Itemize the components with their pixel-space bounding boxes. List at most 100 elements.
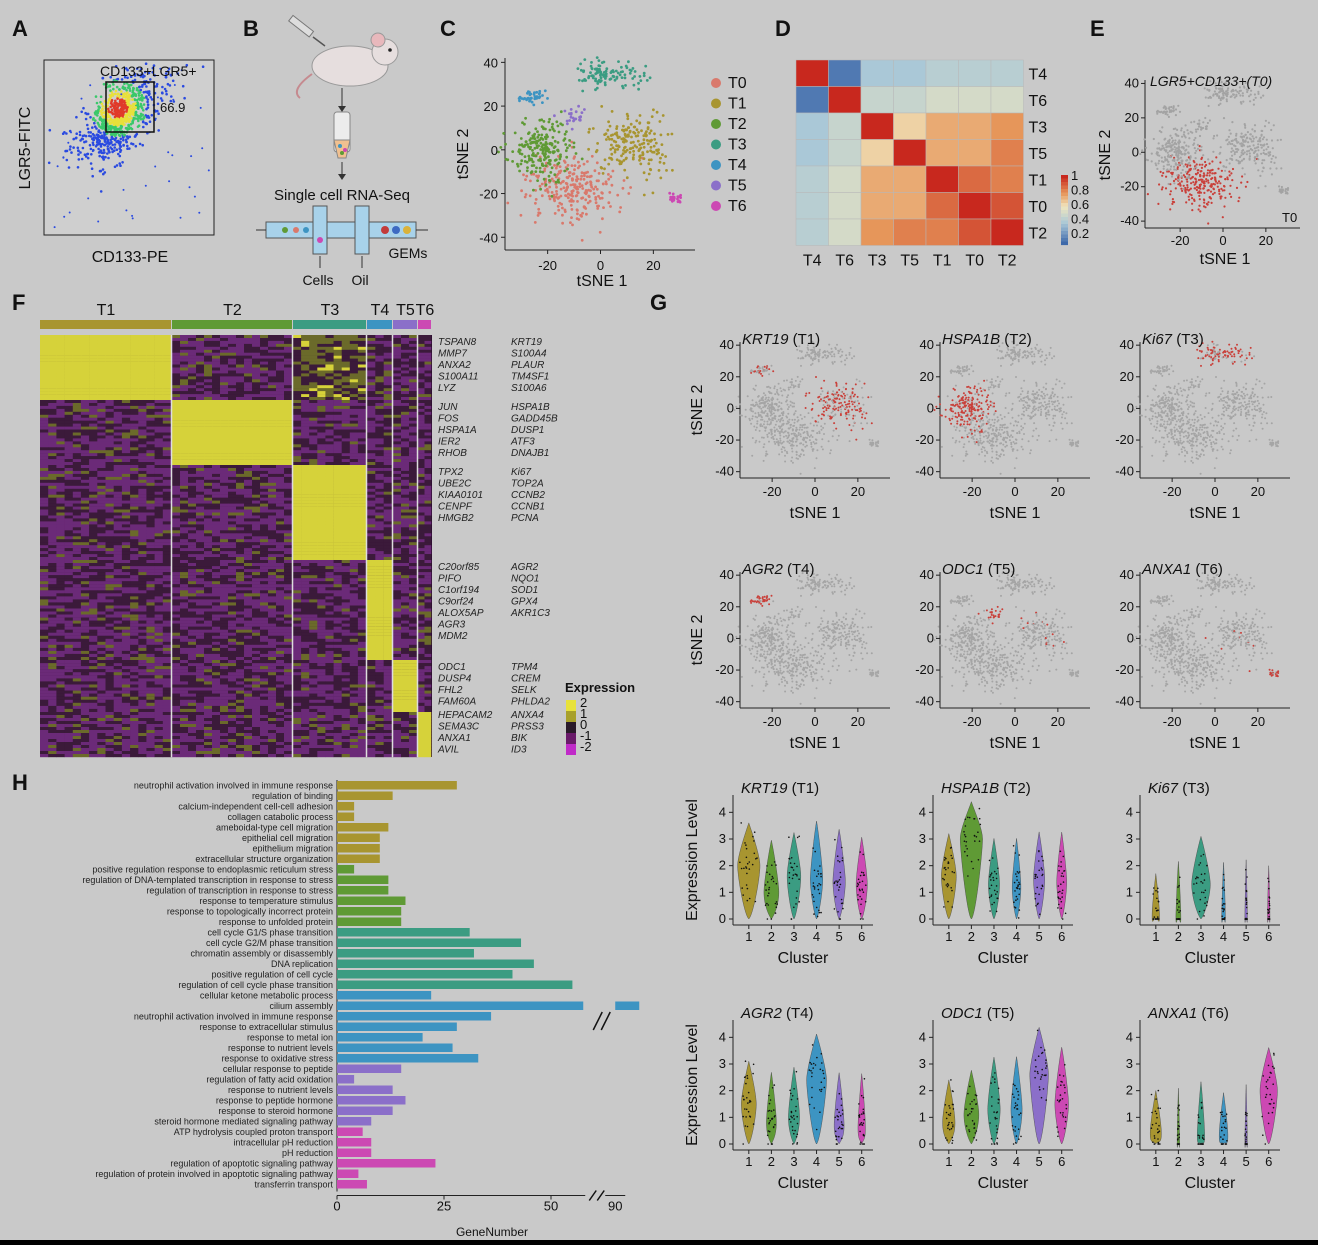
e-point (1187, 186, 1189, 188)
heatmap-tile (188, 371, 196, 374)
c-point (581, 171, 584, 174)
heatmap-tile (350, 406, 358, 409)
heatmap-tile (342, 385, 350, 388)
heatmap-tile (65, 459, 74, 462)
c-point (566, 122, 569, 125)
heatmap-tile (325, 424, 333, 427)
heatmap-tile (325, 341, 333, 344)
heatmap-tile (350, 335, 358, 338)
heatmap-tile (73, 409, 82, 412)
heatmap-tile (325, 436, 333, 439)
heatmap-tile (65, 400, 74, 403)
c-point (564, 133, 567, 136)
heatmap-cell (926, 87, 959, 114)
heatmap-tile (155, 373, 164, 376)
e-point (1265, 148, 1267, 150)
heatmap-tile (65, 421, 74, 424)
c-point (622, 125, 625, 128)
heatmap-tile (48, 365, 57, 368)
c-point (570, 216, 573, 219)
heatmap-tile (401, 376, 409, 379)
heatmap-tile (309, 350, 317, 353)
heatmap-tile (236, 441, 244, 444)
heatmap-tile (301, 453, 309, 456)
heatmap-tile (401, 424, 409, 427)
heatmap-tile (81, 403, 90, 406)
heatmap-tile (236, 394, 244, 397)
e-point (1174, 139, 1176, 141)
heatmap-tile (48, 450, 57, 453)
heatmap-tile (228, 394, 236, 397)
c-point (581, 111, 584, 114)
heatmap-tile (40, 409, 49, 412)
e-point (1179, 141, 1181, 143)
flow-event (167, 151, 169, 153)
heatmap-tile (350, 415, 358, 418)
flow-event (132, 89, 135, 92)
heatmap-tile (342, 453, 350, 456)
heatmap-tile (293, 359, 301, 362)
flow-event (132, 119, 135, 122)
e-point (1173, 151, 1175, 153)
heatmap-tile (155, 394, 164, 397)
heatmap-tile (268, 400, 276, 403)
heatmap-tile (350, 344, 358, 347)
e-point (1198, 187, 1200, 189)
e-point (1226, 98, 1228, 100)
heatmap-tile (301, 427, 309, 430)
heatmap-tile (155, 379, 164, 382)
flow-event (149, 120, 152, 123)
heatmap-tile (155, 376, 164, 379)
c-point (677, 200, 680, 203)
heatmap-tile (228, 350, 236, 353)
heatmap-tile (138, 344, 147, 347)
heatmap-tile (358, 379, 366, 382)
heatmap-tile (393, 385, 401, 388)
heatmap-tile (301, 385, 309, 388)
flow-event (142, 126, 145, 129)
heatmap-tile (138, 456, 147, 459)
heatmap-tile (317, 371, 325, 374)
c-point (635, 119, 638, 122)
c-point (572, 120, 575, 123)
heatmap-tile (114, 427, 123, 430)
e-point (1250, 94, 1252, 96)
flow-event (100, 190, 103, 193)
heatmap-tile (48, 391, 57, 394)
heatmap-tile (384, 368, 393, 371)
heatmap-tile (401, 403, 409, 406)
heatmap-tile (97, 418, 106, 421)
heatmap-tile (73, 347, 82, 350)
heatmap-tile (228, 397, 236, 400)
heatmap-tile (155, 406, 164, 409)
heatmap-tile (409, 418, 417, 421)
e-point (1158, 160, 1160, 162)
heatmap-tile (358, 456, 366, 459)
e-point (1212, 193, 1214, 195)
heatmap-tile (188, 368, 196, 371)
heatmap-tile (425, 338, 432, 341)
e-point (1246, 91, 1248, 93)
heatmap-tile (73, 444, 82, 447)
heatmap-tile (65, 341, 74, 344)
heatmap-tile (418, 368, 425, 371)
heatmap-tile (409, 406, 417, 409)
e-point (1222, 94, 1224, 96)
c-point (548, 175, 551, 178)
heatmap-tile (212, 409, 220, 412)
colorbar-step (1061, 221, 1068, 225)
e-point (1271, 173, 1273, 175)
e-point (1172, 198, 1174, 200)
heatmap-tile (401, 447, 409, 450)
heatmap-tile (97, 415, 106, 418)
flow-event (113, 119, 116, 122)
heatmap-tile (293, 353, 301, 356)
heatmap-tile (180, 418, 188, 421)
heatmap-tile (220, 427, 228, 430)
heatmap-tile (89, 344, 98, 347)
e-point (1269, 167, 1271, 169)
heatmap-tile (358, 382, 366, 385)
c-point (560, 170, 563, 173)
c-point (524, 155, 527, 158)
e-point (1264, 185, 1266, 187)
